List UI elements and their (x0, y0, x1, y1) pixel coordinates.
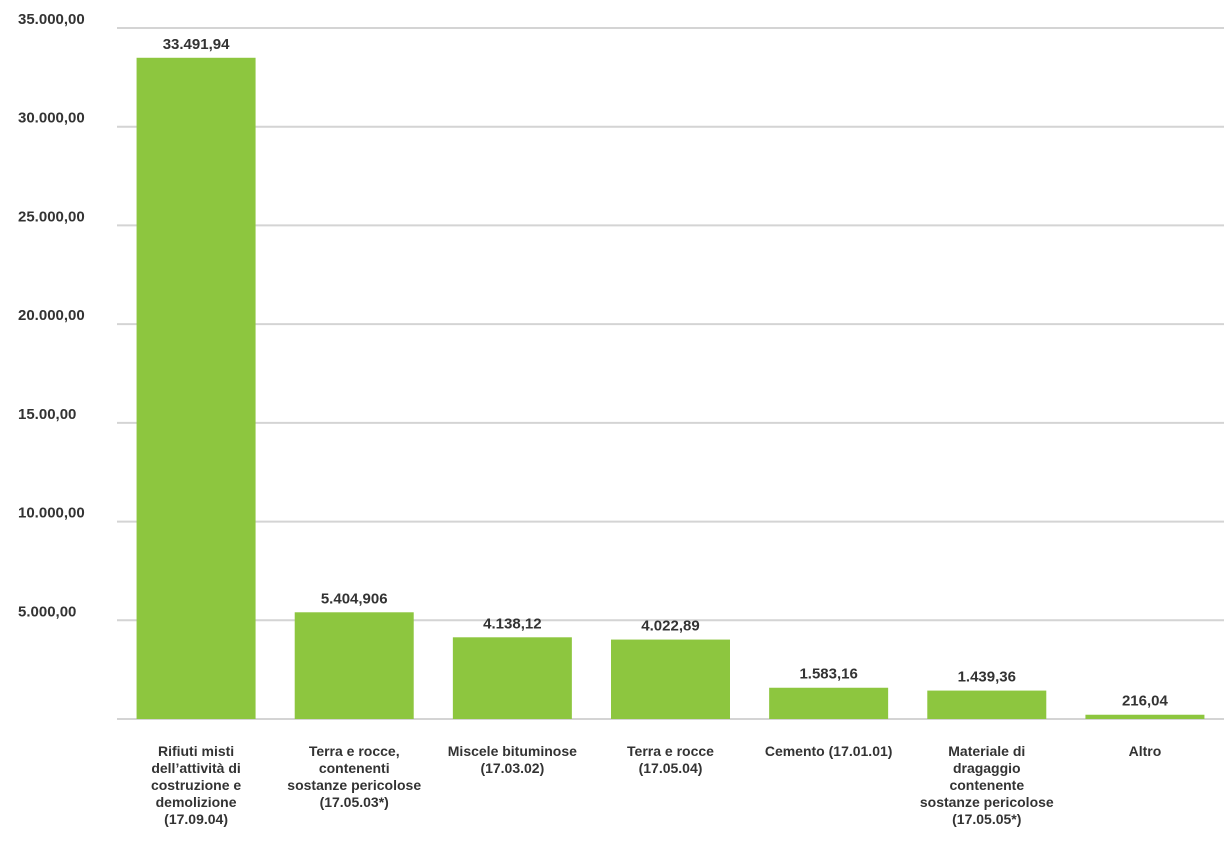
bar (294, 612, 414, 719)
bar (1085, 714, 1205, 719)
x-tick-label: Rifiuti misti dell’attività di costruzione… (151, 743, 241, 827)
x-axis-category-labels: Rifiuti misti dell’attività di costruzione… (151, 743, 1161, 827)
data-label: 4.138,12 (483, 615, 541, 632)
gridlines (117, 27, 1224, 720)
data-label: 5.404,906 (321, 590, 388, 607)
x-tick-label: Terra e rocce (17.05.04) (627, 743, 714, 776)
x-tick-label: Materiale di dragaggio contenente sostanze … (920, 743, 1054, 827)
data-label: 1.583,16 (799, 666, 857, 683)
y-tick-label: 30.000,00 (18, 110, 85, 127)
y-tick-label: 25.000,00 (18, 208, 85, 225)
y-axis-tick-labels: 5.000,00 10.000,00 15.00,00 20.000,00 25.000… (18, 11, 85, 620)
data-label: 216,04 (1122, 693, 1169, 710)
y-tick-label: 20.000,00 (18, 307, 85, 324)
data-label: 33.491,94 (163, 36, 230, 53)
bars (136, 57, 1205, 719)
data-label: 1.439,36 (958, 669, 1016, 686)
y-tick-label: 5.000,00 (18, 603, 76, 620)
x-tick-label: Altro (1129, 743, 1162, 759)
x-tick-label: Cemento (17.01.01) (765, 743, 893, 759)
bar (927, 690, 1047, 719)
y-tick-label: 10.000,00 (18, 505, 85, 522)
x-tick-label: Terra e rocce, contenenti sostanze pericol… (287, 743, 421, 810)
bar (611, 639, 730, 719)
x-tick-label: Miscele bituminose (17.03.02) (448, 743, 577, 776)
data-labels: 33.491,94 5.404,906 4.138,12 4.022,89 1.583,… (163, 36, 1169, 710)
bar (452, 637, 572, 719)
y-tick-label: 15.00,00 (18, 406, 76, 423)
bar (136, 57, 256, 719)
bar (769, 687, 889, 719)
data-label: 4.022,89 (641, 618, 699, 635)
y-tick-label: 35.000,00 (18, 11, 85, 28)
